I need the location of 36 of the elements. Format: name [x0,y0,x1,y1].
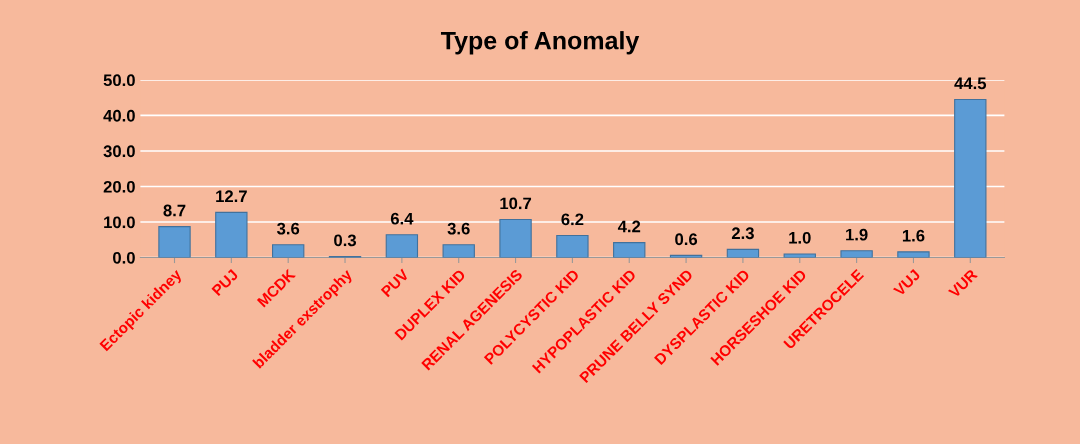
data-label: 8.7 [163,204,186,217]
y-tick-label: 20.0 [103,180,135,193]
bar [158,226,191,258]
data-label: 2.3 [731,227,754,240]
bar [272,244,305,258]
bar [442,244,475,258]
data-label: 3.6 [276,222,300,235]
bar [783,253,816,258]
bar [897,251,930,258]
y-tick-label: 0.0 [113,251,135,264]
data-label: 44.5 [954,77,987,90]
y-tick-label: 40.0 [103,109,135,122]
data-label: 1.6 [902,229,925,242]
y-tick-label: 50.0 [103,74,135,87]
bar [385,234,419,258]
data-label: 0.3 [334,234,357,247]
bar [499,218,532,258]
x-tick-label: VUJ [892,269,921,297]
data-label: 12.7 [216,190,247,203]
bar [215,211,248,258]
bar [726,248,760,258]
y-tick-label: 30.0 [103,145,135,158]
bar [840,250,873,258]
data-label: 3.6 [447,222,470,235]
data-label: 10.7 [500,197,532,210]
data-label: 6.2 [561,213,584,226]
data-label: 4.2 [617,220,641,233]
bar [613,242,646,258]
bar [954,98,987,258]
bar [556,234,589,258]
y-tick-label: 10.0 [104,216,135,229]
data-label: 6.4 [390,212,414,225]
data-label: 1.9 [846,228,868,241]
data-label: 0.6 [675,233,698,246]
chart-title: Type of Anomaly [440,31,640,55]
data-label: 1.0 [789,231,811,244]
